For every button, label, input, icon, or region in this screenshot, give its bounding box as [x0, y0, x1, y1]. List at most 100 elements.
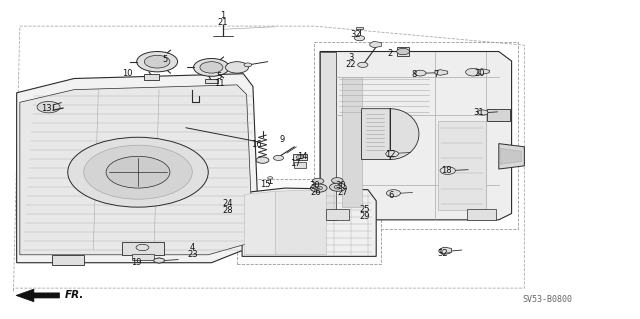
Polygon shape — [435, 70, 448, 75]
Text: 30: 30 — [336, 181, 346, 190]
Circle shape — [145, 55, 170, 68]
Polygon shape — [16, 289, 60, 302]
Text: 21: 21 — [218, 19, 228, 27]
Circle shape — [154, 258, 164, 263]
Text: 20: 20 — [474, 69, 485, 78]
Text: 17: 17 — [291, 159, 301, 168]
Text: 6: 6 — [389, 190, 394, 200]
Circle shape — [200, 62, 223, 73]
Polygon shape — [20, 85, 253, 255]
Text: 5: 5 — [163, 55, 168, 64]
Circle shape — [193, 58, 229, 76]
Text: 15: 15 — [260, 180, 271, 189]
Text: 22: 22 — [346, 60, 356, 69]
Text: 14: 14 — [297, 152, 307, 161]
Circle shape — [106, 156, 170, 188]
Polygon shape — [52, 255, 84, 265]
Polygon shape — [17, 74, 259, 263]
Text: 11: 11 — [214, 79, 225, 88]
Circle shape — [334, 185, 342, 189]
Circle shape — [332, 178, 343, 183]
Circle shape — [37, 101, 60, 113]
Polygon shape — [293, 154, 307, 160]
Polygon shape — [477, 69, 489, 74]
Circle shape — [439, 248, 452, 254]
Polygon shape — [500, 148, 521, 164]
Circle shape — [244, 63, 252, 67]
Text: 8: 8 — [412, 70, 417, 79]
Polygon shape — [242, 188, 376, 256]
Circle shape — [268, 177, 273, 179]
Circle shape — [358, 62, 368, 67]
Circle shape — [440, 167, 456, 174]
Text: 19: 19 — [131, 258, 141, 267]
Text: 16: 16 — [251, 140, 262, 149]
Text: 32: 32 — [350, 30, 360, 39]
Circle shape — [136, 244, 149, 251]
Circle shape — [296, 155, 304, 159]
Text: 10: 10 — [122, 69, 132, 78]
Polygon shape — [132, 254, 154, 260]
Circle shape — [312, 178, 324, 184]
Text: 25: 25 — [360, 205, 370, 214]
Circle shape — [137, 51, 177, 72]
Polygon shape — [275, 190, 326, 255]
Circle shape — [273, 155, 284, 160]
Polygon shape — [397, 47, 410, 56]
Text: 9: 9 — [279, 135, 284, 144]
Text: 4: 4 — [189, 243, 195, 252]
Text: FR.: FR. — [65, 290, 84, 300]
Circle shape — [310, 184, 327, 192]
Polygon shape — [122, 242, 164, 255]
Polygon shape — [237, 179, 381, 264]
Circle shape — [355, 36, 365, 41]
Circle shape — [84, 145, 192, 199]
Polygon shape — [154, 258, 164, 263]
Text: SV53-B0800: SV53-B0800 — [522, 295, 572, 304]
Polygon shape — [145, 74, 159, 80]
Text: 1: 1 — [220, 11, 225, 20]
Polygon shape — [440, 247, 452, 254]
Text: 27: 27 — [337, 188, 348, 197]
Circle shape — [415, 70, 426, 76]
Polygon shape — [499, 144, 524, 169]
Polygon shape — [326, 209, 349, 220]
Polygon shape — [244, 191, 275, 255]
Circle shape — [315, 186, 323, 190]
Text: 12: 12 — [385, 150, 396, 159]
Polygon shape — [362, 109, 419, 160]
Text: 29: 29 — [360, 212, 370, 221]
Circle shape — [397, 48, 410, 55]
Text: 13: 13 — [42, 104, 52, 113]
Text: 7: 7 — [433, 70, 439, 79]
Text: 28: 28 — [222, 206, 233, 215]
Text: 23: 23 — [187, 250, 198, 259]
Polygon shape — [467, 209, 495, 220]
Text: 26: 26 — [310, 188, 321, 197]
Polygon shape — [205, 78, 218, 83]
Text: 18: 18 — [441, 167, 452, 175]
Polygon shape — [320, 51, 511, 220]
Circle shape — [256, 157, 269, 163]
Polygon shape — [356, 27, 364, 29]
Circle shape — [477, 110, 488, 115]
Circle shape — [386, 151, 399, 157]
Polygon shape — [438, 122, 486, 210]
Text: 31: 31 — [473, 108, 484, 117]
Text: 32: 32 — [437, 249, 448, 258]
Circle shape — [387, 190, 401, 197]
Circle shape — [225, 62, 248, 73]
Text: 3: 3 — [348, 53, 353, 62]
Text: 2: 2 — [388, 48, 393, 58]
Circle shape — [68, 137, 208, 207]
Polygon shape — [294, 162, 306, 168]
Circle shape — [330, 183, 346, 191]
Text: 5: 5 — [216, 72, 221, 81]
Polygon shape — [342, 77, 362, 207]
Polygon shape — [320, 51, 336, 220]
Text: 24: 24 — [222, 199, 233, 208]
Circle shape — [466, 68, 481, 76]
Text: 30: 30 — [310, 181, 320, 190]
Polygon shape — [487, 109, 510, 122]
Polygon shape — [370, 41, 381, 48]
